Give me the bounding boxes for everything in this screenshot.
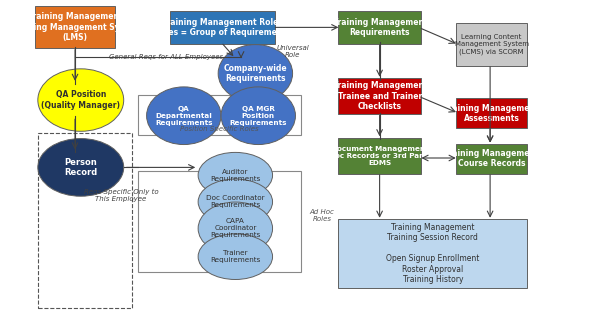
Text: General Reqs for ALL Employees: General Reqs for ALL Employees bbox=[110, 54, 224, 60]
Ellipse shape bbox=[198, 152, 273, 198]
Text: QA
Departmental
Requirements: QA Departmental Requirements bbox=[155, 106, 213, 126]
Text: Company-wide
Requirements: Company-wide Requirements bbox=[224, 64, 287, 83]
Text: Training Management Roles
(Roles = Group of Requirements): Training Management Roles (Roles = Group… bbox=[151, 17, 294, 37]
Text: Trainer
Requirements: Trainer Requirements bbox=[210, 250, 261, 263]
Ellipse shape bbox=[38, 138, 124, 196]
Text: Reqs Specific Only to
This Employee: Reqs Specific Only to This Employee bbox=[84, 189, 158, 202]
Text: Person
Record: Person Record bbox=[64, 158, 98, 177]
Text: Training Management
Training Session Record

Open Signup Enrollment
Roster Appro: Training Management Training Session Rec… bbox=[386, 223, 479, 284]
FancyBboxPatch shape bbox=[338, 11, 421, 44]
FancyBboxPatch shape bbox=[338, 138, 421, 174]
Text: QA Position
(Quality Manager): QA Position (Quality Manager) bbox=[41, 90, 120, 110]
Ellipse shape bbox=[147, 87, 221, 144]
Text: Position Specific Roles: Position Specific Roles bbox=[180, 126, 259, 132]
Ellipse shape bbox=[218, 45, 293, 102]
Text: Doc Coordinator
Requirements: Doc Coordinator Requirements bbox=[206, 195, 265, 208]
Text: Training Management
Assessments: Training Management Assessments bbox=[444, 104, 539, 123]
Text: Training Management
Course Records: Training Management Course Records bbox=[444, 149, 539, 168]
FancyBboxPatch shape bbox=[456, 144, 527, 174]
Text: Document Management
Doc Records or 3rd Party
EDMS: Document Management Doc Records or 3rd P… bbox=[329, 146, 431, 166]
Ellipse shape bbox=[38, 69, 124, 131]
Text: Auditor
Requirements: Auditor Requirements bbox=[210, 169, 261, 182]
Text: Learning Content
Management System
(LCMS) via SCORM: Learning Content Management System (LCMS… bbox=[454, 34, 528, 55]
Text: CAPA
Coordinator
Requirements: CAPA Coordinator Requirements bbox=[210, 218, 261, 239]
FancyBboxPatch shape bbox=[35, 6, 115, 48]
Text: Universal
Role: Universal Role bbox=[276, 45, 309, 58]
FancyBboxPatch shape bbox=[456, 99, 527, 128]
Ellipse shape bbox=[198, 202, 273, 255]
Text: Training Management
Learning Management System
(LMS): Training Management Learning Management … bbox=[9, 12, 141, 42]
Ellipse shape bbox=[221, 87, 296, 144]
Text: QA MGR
Position
Requirements: QA MGR Position Requirements bbox=[230, 106, 287, 126]
Ellipse shape bbox=[198, 179, 273, 225]
Text: Ad Hoc
Roles: Ad Hoc Roles bbox=[310, 209, 335, 222]
Bar bbox=[38, 133, 132, 308]
Bar bbox=[138, 171, 301, 272]
FancyBboxPatch shape bbox=[338, 219, 527, 288]
Bar bbox=[138, 95, 301, 135]
Text: Training Management
Requirements: Training Management Requirements bbox=[333, 17, 427, 37]
FancyBboxPatch shape bbox=[456, 23, 527, 66]
Text: Training Management
Trainee and Trainer
Checklists: Training Management Trainee and Trainer … bbox=[333, 81, 427, 111]
FancyBboxPatch shape bbox=[170, 11, 275, 44]
FancyBboxPatch shape bbox=[338, 78, 421, 114]
Ellipse shape bbox=[198, 234, 273, 279]
